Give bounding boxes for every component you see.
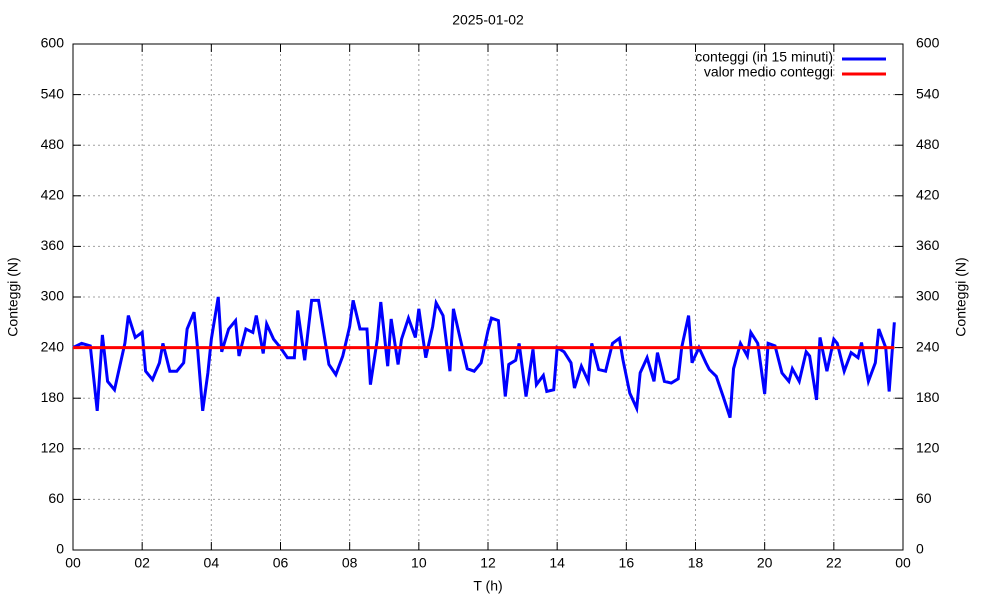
y2-tick-label: 540 [916, 85, 940, 101]
x-tick-label: 22 [826, 555, 842, 571]
x-tick-label: 20 [757, 555, 773, 571]
y-tick-label: 240 [41, 338, 65, 354]
y2-tick-label: 420 [916, 187, 940, 203]
y2-tick-label: 180 [916, 389, 940, 405]
y-tick-label: 600 [41, 35, 65, 51]
y-tick-label: 360 [41, 237, 65, 253]
x-tick-label: 00 [65, 555, 81, 571]
y-tick-label: 180 [41, 389, 65, 405]
x-tick-label: 00 [895, 555, 911, 571]
y2-tick-label: 120 [916, 440, 940, 456]
x-tick-label: 04 [204, 555, 220, 571]
x-axis-label: T (h) [473, 578, 502, 594]
legend-label: valor medio conteggi [704, 64, 833, 80]
y-tick-label: 540 [41, 85, 65, 101]
plot-frame [72, 43, 904, 551]
y2-tick-label: 0 [916, 541, 924, 557]
y2-tick-label: 600 [916, 35, 940, 51]
x-tick-label: 12 [480, 555, 496, 571]
y-tick-label: 120 [41, 440, 65, 456]
y2-axis-label: Conteggi (N) [953, 257, 969, 336]
y2-tick-label: 60 [916, 490, 932, 506]
y2-tick-label: 300 [916, 288, 940, 304]
series-line [72, 296, 896, 419]
y2-tick-label: 480 [916, 136, 940, 152]
y-tick-label: 300 [41, 288, 65, 304]
y-tick-label: 60 [48, 490, 64, 506]
chart-title: 2025-01-02 [452, 12, 524, 28]
x-tick-label: 16 [619, 555, 635, 571]
y-tick-label: 420 [41, 187, 65, 203]
x-tick-label: 02 [134, 555, 150, 571]
y2-tick-label: 360 [916, 237, 940, 253]
y2-tick-label: 240 [916, 338, 940, 354]
x-tick-label: 10 [411, 555, 427, 571]
y-tick-label: 480 [41, 136, 65, 152]
y-tick-label: 0 [56, 541, 64, 557]
y-axis-label: Conteggi (N) [5, 257, 21, 336]
x-tick-label: 18 [688, 555, 704, 571]
x-tick-label: 08 [342, 555, 358, 571]
x-tick-label: 06 [273, 555, 289, 571]
x-tick-label: 14 [549, 555, 565, 571]
legend-label: conteggi (in 15 minuti) [695, 49, 833, 65]
